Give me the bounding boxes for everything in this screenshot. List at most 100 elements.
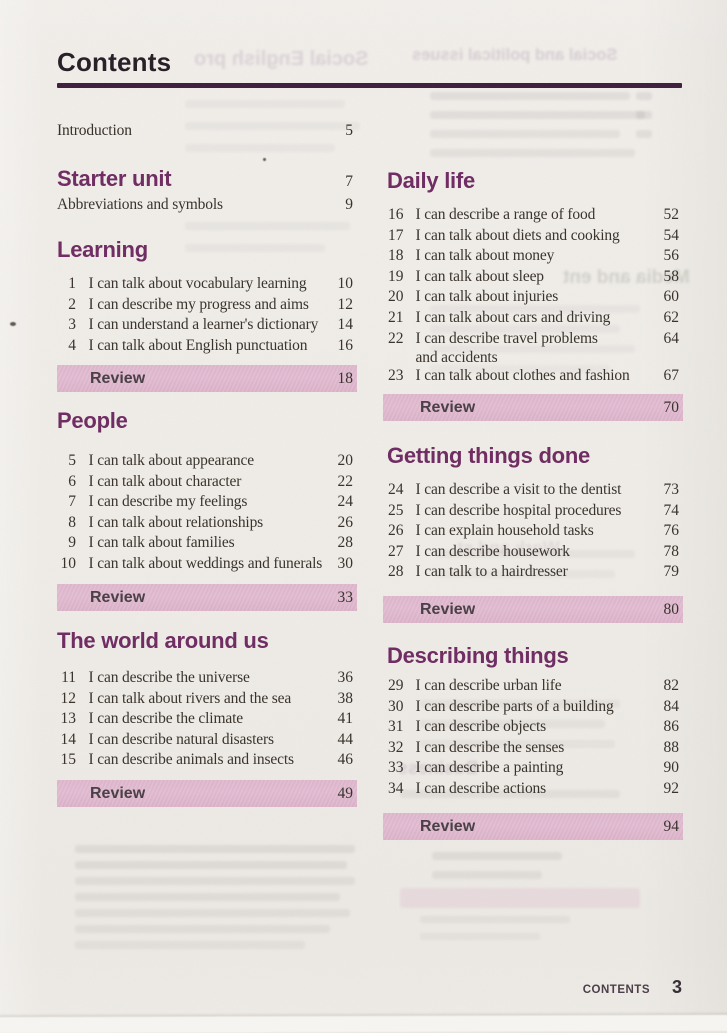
toc-entry-number: 18 <box>388 247 404 265</box>
bleedthrough-text-smudge <box>430 111 645 119</box>
review-page-number: 33 <box>337 588 354 606</box>
bleedthrough-text-smudge <box>636 111 652 119</box>
section-heading: Describing things <box>387 643 569 668</box>
bleedthrough-review-band-echo <box>400 888 640 908</box>
toc-entry-learning-3: 3 I can understand a learner's dictionary… <box>57 315 357 336</box>
toc-entry-page-number: 64 <box>663 329 680 347</box>
toc-entry-number: 2 <box>68 295 76 313</box>
toc-entry-page-number: 52 <box>663 206 680 223</box>
toc-entry-people-8: 8 I can talk about relationships 26 <box>57 513 357 534</box>
toc-entry-number: 3 <box>68 316 76 334</box>
toc-entry-number: 6 <box>68 472 76 490</box>
toc-entry-label: I can describe the senses <box>415 738 565 756</box>
section-items: 16 I can describe a range of food 52 17 I ca… <box>387 205 683 387</box>
toc-entry-label: I can describe hospital procedures <box>415 501 622 519</box>
toc-entry-label: I can describe a painting <box>415 759 564 777</box>
toc-entry-page-number: 58 <box>663 267 680 285</box>
toc-entry-number: 25 <box>388 501 404 519</box>
toc-entry-page-number: 78 <box>663 542 680 560</box>
section-heading: Starter unit <box>57 166 172 191</box>
bleedthrough-text-smudge <box>75 909 350 917</box>
section-items: 11 I can describe the universe 36 12 I can t… <box>57 668 357 771</box>
toc-entry-label: I can talk about families <box>88 534 235 552</box>
review-band: Review 33 <box>57 583 357 611</box>
toc-entry-page-number: 44 <box>337 730 354 748</box>
bleedthrough-text-smudge <box>185 100 345 108</box>
toc-entry-label: Introduction <box>57 122 132 139</box>
toc-section-people: People 5 I can talk about appearance 20 6 I c… <box>57 408 357 611</box>
section-heading: Learning <box>57 237 148 262</box>
review-band: Review 80 <box>383 595 683 623</box>
toc-entry-number: 14 <box>60 730 77 748</box>
toc-entry-describing-things-29: 29 I can describe urban life 82 <box>387 676 683 697</box>
toc-entry-label: I can talk about weddings and funerals <box>88 554 323 572</box>
section-heading: People <box>57 408 128 433</box>
toc-entry-starter-unit-x: Abbreviations and symbols 9 <box>57 195 357 216</box>
bleedthrough-heading: Social and political issues <box>411 46 617 64</box>
toc-entry-label: I can understand a learner's dictionary <box>88 316 319 334</box>
toc-entry-label: I can talk about sleep <box>415 267 545 285</box>
toc-entry-page-number: 16 <box>337 336 354 354</box>
review-page-number: 80 <box>663 600 680 618</box>
section-heading-row: Starter unit 7 <box>57 166 357 191</box>
toc-entry-number: 20 <box>388 288 404 306</box>
section-heading-page-number: 7 <box>345 173 353 190</box>
toc-entry-label: I can describe parts of a building <box>415 697 614 715</box>
toc-entry-number: 31 <box>388 718 404 736</box>
toc-entry-page-number: 62 <box>663 308 680 326</box>
toc-entry-label: I can describe the universe <box>88 669 250 686</box>
toc-entry-learning-1: 1 I can talk about vocabulary learning 10 <box>57 274 357 295</box>
scan-speck-mid <box>263 158 266 161</box>
section-heading: The world around us <box>57 628 269 653</box>
footer-page-number: 3 <box>671 977 682 997</box>
toc-entry-label: I can describe actions <box>415 779 547 797</box>
toc-entry-page-number: 54 <box>663 226 680 244</box>
review-band: Review 70 <box>383 393 683 421</box>
toc-entry-page-number: 74 <box>663 501 680 519</box>
review-band: Review 18 <box>57 365 357 393</box>
toc-entry-label: I can describe a visit to the dentist <box>415 481 622 498</box>
section-heading-row: Daily life <box>387 168 683 193</box>
toc-entry-label: I can describe the climate <box>88 710 244 728</box>
bleedthrough-text-smudge <box>432 852 562 860</box>
toc-entry-the-world-around-us-11: 11 I can describe the universe 36 <box>57 668 357 689</box>
toc-front-matter-introduction: Introduction 5 <box>57 121 357 142</box>
toc-entry-learning-4: 4 I can talk about English punctuation 16 <box>57 336 357 357</box>
toc-entry-daily-life-21: 21 I can talk about cars and driving 62 <box>387 308 683 329</box>
toc-entry-number: 15 <box>60 751 77 769</box>
toc-entry-label: I can describe objects <box>415 718 547 736</box>
toc-entry-page-number: 90 <box>663 759 680 777</box>
section-heading-row: People <box>57 408 357 433</box>
section-heading: Getting things done <box>387 443 591 468</box>
toc-entry-number: 12 <box>60 689 77 707</box>
toc-entry-getting-things-done-27: 27 I can describe housework 78 <box>387 542 683 563</box>
toc-entry-label: I can talk about rivers and the sea <box>88 689 292 707</box>
toc-entry-page-number: 92 <box>663 779 680 797</box>
toc-entry-number: 7 <box>68 493 76 511</box>
toc-entry-number: 21 <box>388 308 404 326</box>
toc-entry-number: 4 <box>68 336 76 354</box>
section-items: 29 I can describe urban life 82 30 I can des… <box>387 676 683 800</box>
section-items: 5 I can talk about appearance 20 6 I can tal… <box>57 451 357 575</box>
toc-entry-page-number: 86 <box>663 718 680 736</box>
toc-entry-describing-things-31: 31 I can describe objects 86 <box>387 717 683 738</box>
toc-entry-page-number: 41 <box>337 710 354 728</box>
toc-entry-page-number: 22 <box>337 472 354 490</box>
toc-entry-describing-things-32: 32 I can describe the senses 88 <box>387 738 683 759</box>
toc-entry-page-number: 12 <box>337 295 354 313</box>
toc-entry-label: I can talk to a hairdresser <box>415 563 568 581</box>
review-band: Review 49 <box>57 779 357 807</box>
toc-entry-page-number: 26 <box>337 513 354 531</box>
toc-entry-label: I can describe my feelings <box>88 493 248 511</box>
toc-entry-getting-things-done-28: 28 I can talk to a hairdresser 79 <box>387 562 683 583</box>
section-heading: Daily life <box>387 168 475 193</box>
toc-entry-number: 32 <box>388 738 404 756</box>
toc-entry-label: I can explain household tasks <box>415 522 594 540</box>
toc-entry-people-9: 9 I can talk about families 28 <box>57 533 357 554</box>
bleedthrough-text-smudge <box>432 871 542 879</box>
toc-entry-label: I can talk about character <box>88 472 242 490</box>
toc-section-describing-things: Describing things 29 I can describe urban … <box>383 643 683 840</box>
toc-section-daily-life: Daily life 16 I can describe a range of fo… <box>383 168 683 421</box>
toc-entry-page-number: 56 <box>663 247 680 265</box>
toc-entry-number: 28 <box>388 563 404 581</box>
